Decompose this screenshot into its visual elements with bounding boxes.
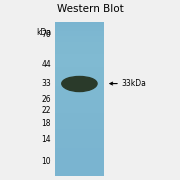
Text: 14: 14 [42, 135, 51, 144]
Text: 70: 70 [41, 30, 51, 39]
Text: 22: 22 [42, 106, 51, 115]
Text: 10: 10 [42, 157, 51, 166]
Text: 26: 26 [42, 95, 51, 104]
Text: 33kDa: 33kDa [122, 79, 147, 88]
Text: 44: 44 [41, 60, 51, 69]
Text: Western Blot: Western Blot [57, 4, 123, 14]
Ellipse shape [62, 76, 97, 91]
Text: kDa: kDa [36, 28, 51, 37]
Text: 33: 33 [41, 79, 51, 88]
Text: 18: 18 [42, 119, 51, 128]
